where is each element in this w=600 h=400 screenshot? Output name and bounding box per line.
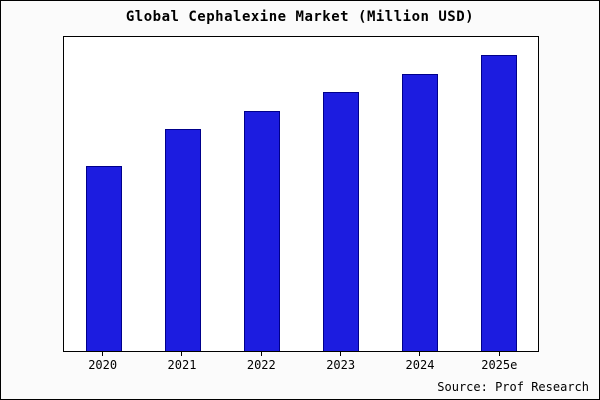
bar-slot bbox=[143, 37, 222, 351]
x-axis-label-slot: 2020 bbox=[63, 352, 142, 372]
x-axis-label: 2023 bbox=[326, 358, 356, 372]
x-axis-tick bbox=[181, 352, 183, 356]
x-axis-label-slot: 2023 bbox=[301, 352, 380, 372]
x-axis-label: 2022 bbox=[246, 358, 276, 372]
bar bbox=[85, 166, 122, 351]
bar-slot bbox=[301, 37, 380, 351]
bar bbox=[322, 92, 359, 351]
x-axis-label-slot: 2021 bbox=[142, 352, 221, 372]
bar bbox=[480, 55, 517, 351]
x-axis: 2020 2021 2022 2023 2024 2025e bbox=[63, 352, 539, 372]
x-axis-tick bbox=[102, 352, 104, 356]
bar bbox=[401, 73, 438, 351]
bar-slot bbox=[380, 37, 459, 351]
bar-slot bbox=[459, 37, 538, 351]
x-axis-tick bbox=[260, 352, 262, 356]
x-axis-label: 2024 bbox=[405, 358, 435, 372]
x-axis-tick bbox=[498, 352, 500, 356]
bars-container bbox=[64, 37, 538, 351]
x-axis-label: 2020 bbox=[88, 358, 118, 372]
x-axis-label: 2021 bbox=[167, 358, 197, 372]
source-text: Source: Prof Research bbox=[437, 380, 589, 394]
x-axis-label-slot: 2025e bbox=[460, 352, 539, 372]
x-axis-tick bbox=[340, 352, 342, 356]
bar bbox=[243, 110, 280, 351]
bar-slot bbox=[222, 37, 301, 351]
x-axis-label-slot: 2022 bbox=[222, 352, 301, 372]
x-axis-tick bbox=[419, 352, 421, 356]
x-axis-label: 2025e bbox=[481, 358, 518, 372]
plot-area bbox=[63, 36, 539, 352]
chart-title: Global Cephalexine Market (Million USD) bbox=[125, 9, 475, 25]
x-axis-label-slot: 2024 bbox=[380, 352, 459, 372]
bar bbox=[164, 129, 201, 351]
bar-slot bbox=[64, 37, 143, 351]
